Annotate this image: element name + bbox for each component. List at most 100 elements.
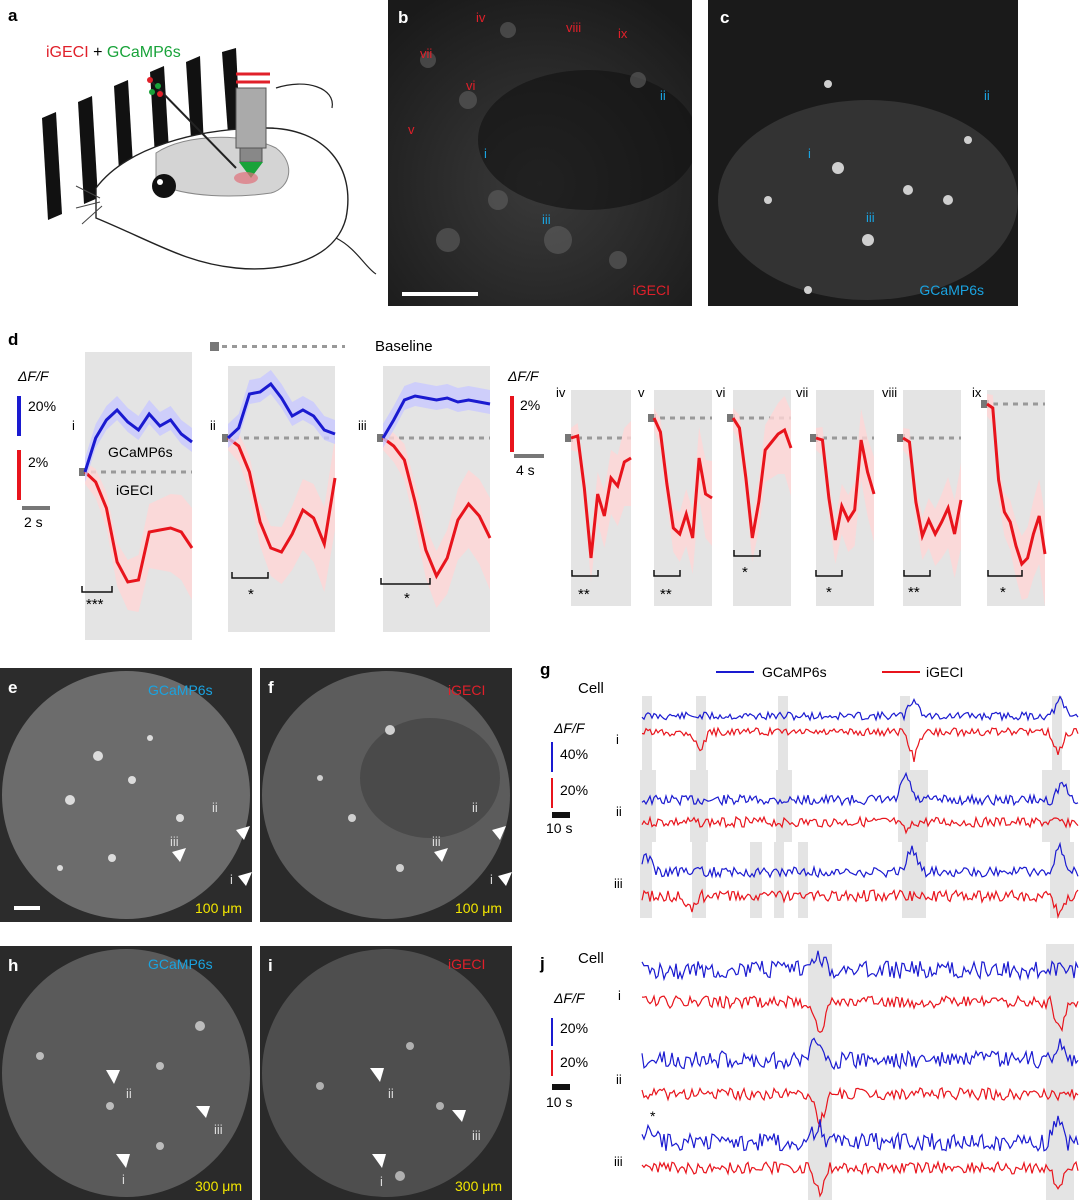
panel-j-scale-blue: 20% — [560, 1020, 589, 1036]
j-event-shade-1 — [1046, 944, 1074, 1200]
panel-i-channel-label: iGECI — [448, 956, 486, 972]
j-gcamp-trace-iii — [641, 1115, 1079, 1152]
panel-g-legend-blue: GCaMP6s — [762, 664, 827, 680]
panel-b-channel-label: iGECI — [632, 282, 670, 298]
panel-f-depth-label: 100 μm — [455, 900, 502, 916]
panel-j-row-i: i — [618, 988, 621, 1003]
marker-b-iv: iv — [476, 10, 486, 25]
scale-d-right-time: 4 s — [516, 462, 535, 478]
igeci-trace-4 — [652, 417, 713, 539]
g-event-shade-14 — [798, 842, 808, 918]
j-event-shade-0 — [808, 944, 832, 1200]
panel-d-dff-left: ΔF/F — [18, 368, 49, 384]
panel-h-depth-label: 300 μm — [195, 1178, 242, 1194]
cell-d-i: i — [72, 418, 75, 433]
marker-f-iii: iii — [432, 834, 441, 849]
panel-letter-c: c — [720, 8, 730, 27]
cell-d-iii: iii — [358, 418, 367, 433]
panel-c-channel-label: GCaMP6s — [919, 282, 984, 298]
marker-i-ii: ii — [388, 1086, 394, 1101]
baseline-marker-5 — [727, 414, 735, 422]
igeci-label: iGECI — [46, 44, 89, 61]
baseline-marker-4 — [648, 414, 656, 422]
gcamp-trace-2 — [381, 394, 491, 439]
trace-label-igeci: iGECI — [116, 482, 154, 498]
g-event-shade-11 — [692, 842, 706, 918]
scale-d-blue: 20% — [28, 398, 57, 414]
marker-e-ii: ii — [212, 800, 218, 815]
g-igeci-trace-i — [641, 726, 1079, 763]
panel-letter-h: h — [8, 956, 19, 975]
sig-bracket-3 — [571, 570, 599, 577]
g-gcamp-trace-ii — [641, 771, 1079, 807]
j-igeci-trace-ii — [641, 1086, 1079, 1128]
panel-c-image: c GCaMP6s ii i iii — [708, 0, 1018, 306]
trace-label-gcamp: GCaMP6s — [108, 444, 173, 460]
marker-f-ii: ii — [472, 800, 478, 815]
g-event-shade-3 — [900, 696, 910, 770]
g-event-shade-13 — [774, 842, 784, 918]
g-event-shade-0 — [642, 696, 652, 770]
baseline-marker-2 — [377, 434, 385, 442]
panel-g-legend-red: iGECI — [926, 664, 964, 680]
panel-j-row-iii: iii — [614, 1154, 623, 1169]
g-event-shade-8 — [898, 770, 928, 842]
marker-i-iii: iii — [472, 1128, 481, 1143]
panel-g-scale-blue: 40% — [560, 746, 589, 762]
panel-letter-f: f — [268, 678, 274, 697]
igeci-trace-2 — [382, 436, 492, 580]
panel-j-dff: ΔF/F — [554, 990, 585, 1006]
panel-g-row-iii: iii — [614, 876, 623, 891]
gcamp-trace-0 — [83, 407, 193, 473]
marker-b-ii: ii — [660, 88, 666, 103]
sig-bracket-0 — [81, 586, 113, 593]
baseline-marker-7 — [897, 434, 905, 442]
igeci-band-8 — [987, 394, 1045, 606]
sig-bracket-1 — [231, 572, 269, 579]
cell-d-vi: vi — [716, 385, 726, 400]
marker-b-ix: ix — [618, 26, 628, 41]
igeci-trace-3 — [570, 434, 632, 559]
marker-h-iii: iii — [214, 1122, 223, 1137]
marker-i-i: i — [380, 1174, 383, 1189]
panel-e-depth-label: 100 μm — [195, 900, 242, 916]
marker-b-vi: vi — [466, 78, 476, 93]
panel-i-depth-label: 300 μm — [455, 1178, 502, 1194]
j-igeci-trace-i — [641, 994, 1079, 1034]
igeci-trace-0 — [83, 470, 194, 584]
gcamp-trace-1 — [226, 381, 336, 440]
panel-g-cell-label: Cell — [578, 680, 604, 697]
cell-d-viii: viii — [882, 385, 898, 400]
j-gcamp-trace-ii — [641, 1037, 1079, 1071]
panel-j-cell-label: Cell — [578, 950, 604, 967]
sig-bracket-7 — [903, 570, 931, 577]
cell-d-vii: vii — [796, 385, 809, 400]
panel-f-channel-label: iGECI — [448, 682, 486, 698]
g-event-shade-12 — [750, 842, 762, 918]
baseline-marker-8 — [981, 400, 989, 408]
panel-f-image: f iGECI 100 μm ii iii i — [260, 668, 512, 922]
cell-d-v: v — [638, 385, 645, 400]
sig-d-vii: * — [826, 584, 832, 601]
marker-h-i: i — [122, 1172, 125, 1187]
g-event-shade-4 — [1052, 696, 1062, 770]
gcamp-band-1 — [228, 370, 335, 448]
igeci-trace-7 — [902, 436, 963, 542]
panel-j-row-ii: ii — [616, 1072, 622, 1087]
marker-b-vii: vii — [420, 46, 433, 61]
baseline-marker-1 — [222, 434, 230, 442]
marker-b-viii: viii — [566, 20, 582, 35]
sig-d-ii: * — [248, 586, 254, 603]
g-event-shade-1 — [696, 696, 706, 770]
panel-j-scale-time: 10 s — [546, 1094, 573, 1110]
j-igeci-trace-iii — [641, 1160, 1079, 1198]
cell-d-ix: ix — [972, 385, 982, 400]
scale-d-time: 2 s — [24, 514, 43, 530]
g-igeci-trace-iii — [641, 888, 1079, 919]
sig-d-iii: * — [404, 590, 410, 607]
sig-bracket-6 — [815, 570, 843, 577]
panel-letter-i: i — [268, 956, 273, 975]
mouse-setup-illustration — [42, 48, 377, 275]
igeci-trace-6 — [815, 436, 876, 541]
